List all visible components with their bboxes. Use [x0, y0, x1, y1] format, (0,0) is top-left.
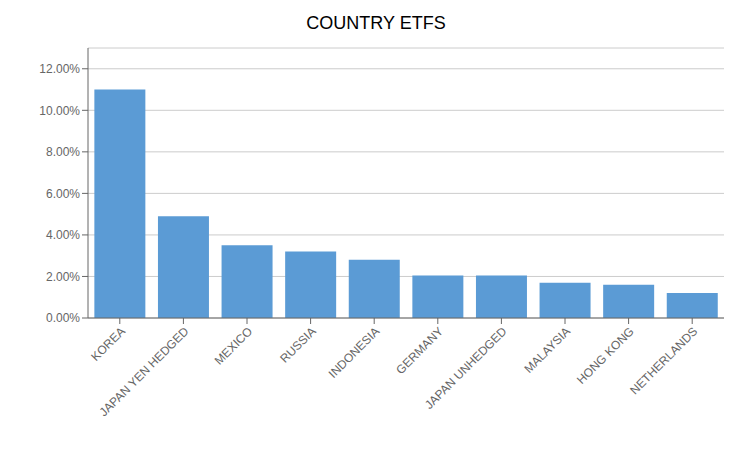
- svg-text:INDONESIA: INDONESIA: [326, 324, 383, 381]
- svg-text:KOREA: KOREA: [88, 324, 128, 364]
- svg-text:MALAYSIA: MALAYSIA: [521, 324, 573, 376]
- svg-text:NETHERLANDS: NETHERLANDS: [627, 324, 700, 397]
- svg-text:8.00%: 8.00%: [46, 145, 80, 159]
- svg-text:10.00%: 10.00%: [39, 104, 80, 118]
- svg-text:MEXICO: MEXICO: [212, 324, 255, 367]
- svg-text:0.00%: 0.00%: [46, 311, 80, 325]
- svg-text:12.00%: 12.00%: [39, 62, 80, 76]
- svg-text:6.00%: 6.00%: [46, 187, 80, 201]
- svg-text:HONG KONG: HONG KONG: [574, 324, 637, 387]
- html-text:COUNTRY ETFS: COUNTRY ETFS: [306, 13, 446, 33]
- svg-text:2.00%: 2.00%: [46, 270, 80, 284]
- svg-text:4.00%: 4.00%: [46, 228, 80, 242]
- svg-text:JAPAN YEN HEDGED: JAPAN YEN HEDGED: [97, 324, 192, 419]
- svg-text:JAPAN UNHEDGED: JAPAN UNHEDGED: [422, 324, 510, 412]
- svg-text:GERMANY: GERMANY: [393, 324, 446, 377]
- svg-text:RUSSIA: RUSSIA: [277, 324, 318, 365]
